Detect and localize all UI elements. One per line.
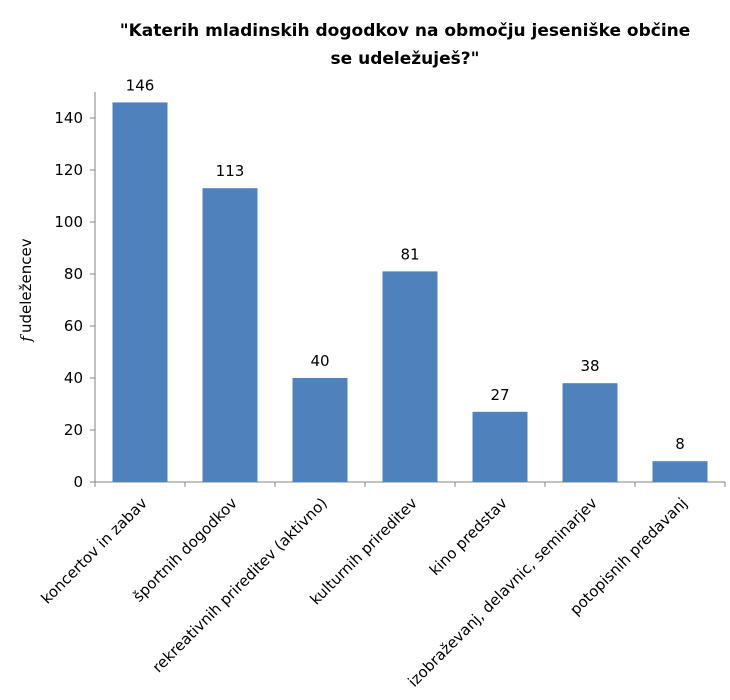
y-axis-label-symbol: f xyxy=(17,334,35,343)
y-tick-label: 80 xyxy=(64,265,83,283)
data-label: 27 xyxy=(490,386,509,404)
data-label: 113 xyxy=(216,162,245,180)
bar xyxy=(112,102,168,483)
bar xyxy=(472,411,528,482)
bar xyxy=(292,378,348,482)
data-label: 40 xyxy=(310,352,329,370)
data-label: 146 xyxy=(126,76,155,94)
y-tick-label: 120 xyxy=(54,161,83,179)
bar xyxy=(562,383,618,482)
x-category-label: kino predstav xyxy=(426,494,511,579)
data-label: 8 xyxy=(675,435,685,453)
chart-title-line-1: "Katerih mladinskih dogodkov na območju … xyxy=(120,21,691,41)
y-ticks: 0 20 40 60 80 100 120 140 xyxy=(54,109,95,491)
y-tick-label: 20 xyxy=(64,421,83,439)
y-tick-label: 60 xyxy=(64,317,83,335)
y-axis-label: fudeležencev xyxy=(17,238,35,342)
y-axis-label-text: udeležencev xyxy=(17,238,35,333)
data-label: 81 xyxy=(400,245,419,263)
data-label: 38 xyxy=(580,357,599,375)
chart-title-line-2: se udeležuješ?" xyxy=(331,49,480,69)
bar xyxy=(202,188,258,482)
y-tick-label: 140 xyxy=(54,109,83,127)
data-labels: 146 113 40 81 27 38 8 xyxy=(126,76,685,453)
y-tick-label: 100 xyxy=(54,213,83,231)
x-category-label: izobraževanj, delavnic, seminarjev xyxy=(404,494,601,691)
y-tick-label: 40 xyxy=(64,369,83,387)
x-category-label: rekreativnih prireditev (aktivno) xyxy=(149,494,331,676)
bar xyxy=(382,271,438,482)
y-tick-label: 0 xyxy=(73,473,83,491)
bars xyxy=(112,102,708,483)
bar xyxy=(652,461,708,482)
